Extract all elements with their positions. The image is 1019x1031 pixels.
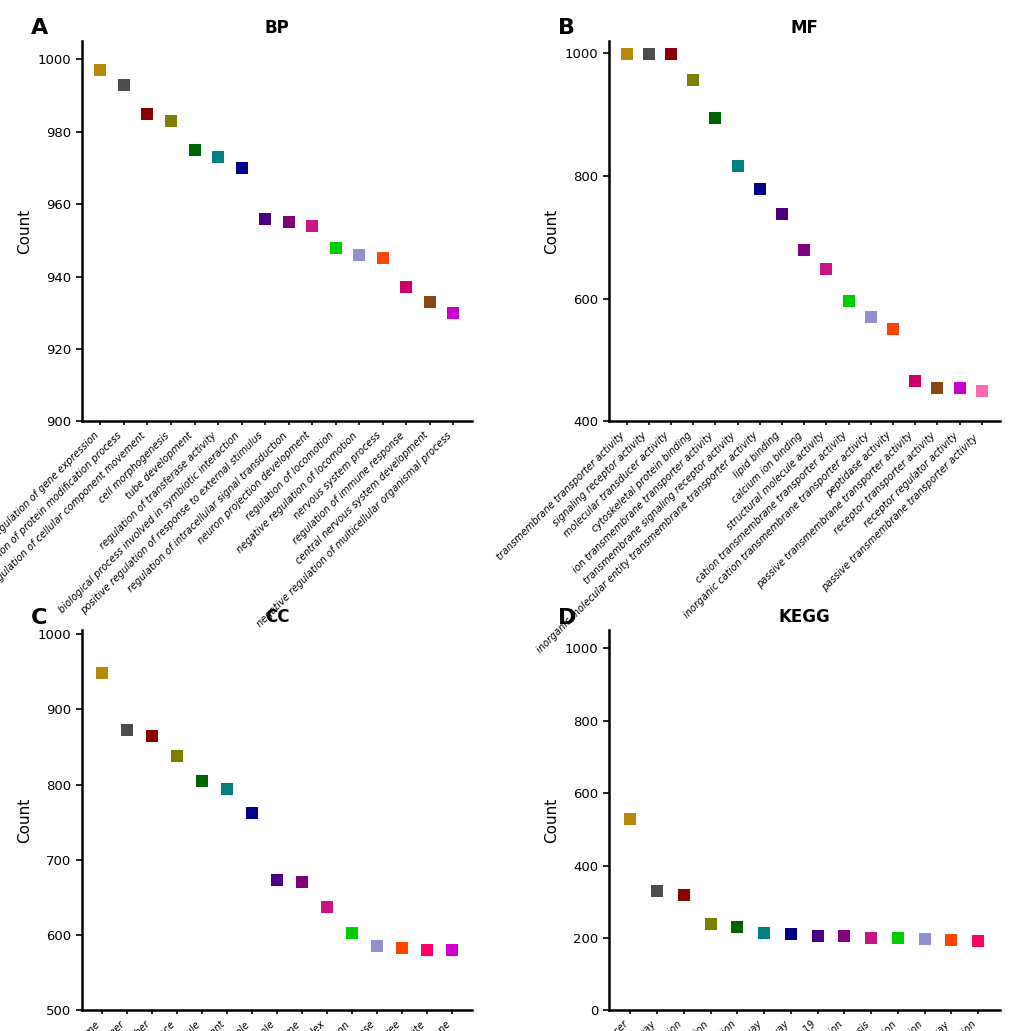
Y-axis label: Count: Count bbox=[544, 208, 558, 254]
Y-axis label: Count: Count bbox=[544, 798, 558, 843]
Title: BP: BP bbox=[264, 19, 289, 37]
Y-axis label: Count: Count bbox=[17, 208, 32, 254]
Y-axis label: Count: Count bbox=[17, 798, 32, 843]
Text: A: A bbox=[31, 19, 48, 38]
Title: CC: CC bbox=[264, 608, 288, 626]
Title: KEGG: KEGG bbox=[777, 608, 829, 626]
Title: MF: MF bbox=[790, 19, 817, 37]
Text: C: C bbox=[31, 607, 47, 628]
Text: B: B bbox=[557, 19, 575, 38]
Text: D: D bbox=[557, 607, 576, 628]
